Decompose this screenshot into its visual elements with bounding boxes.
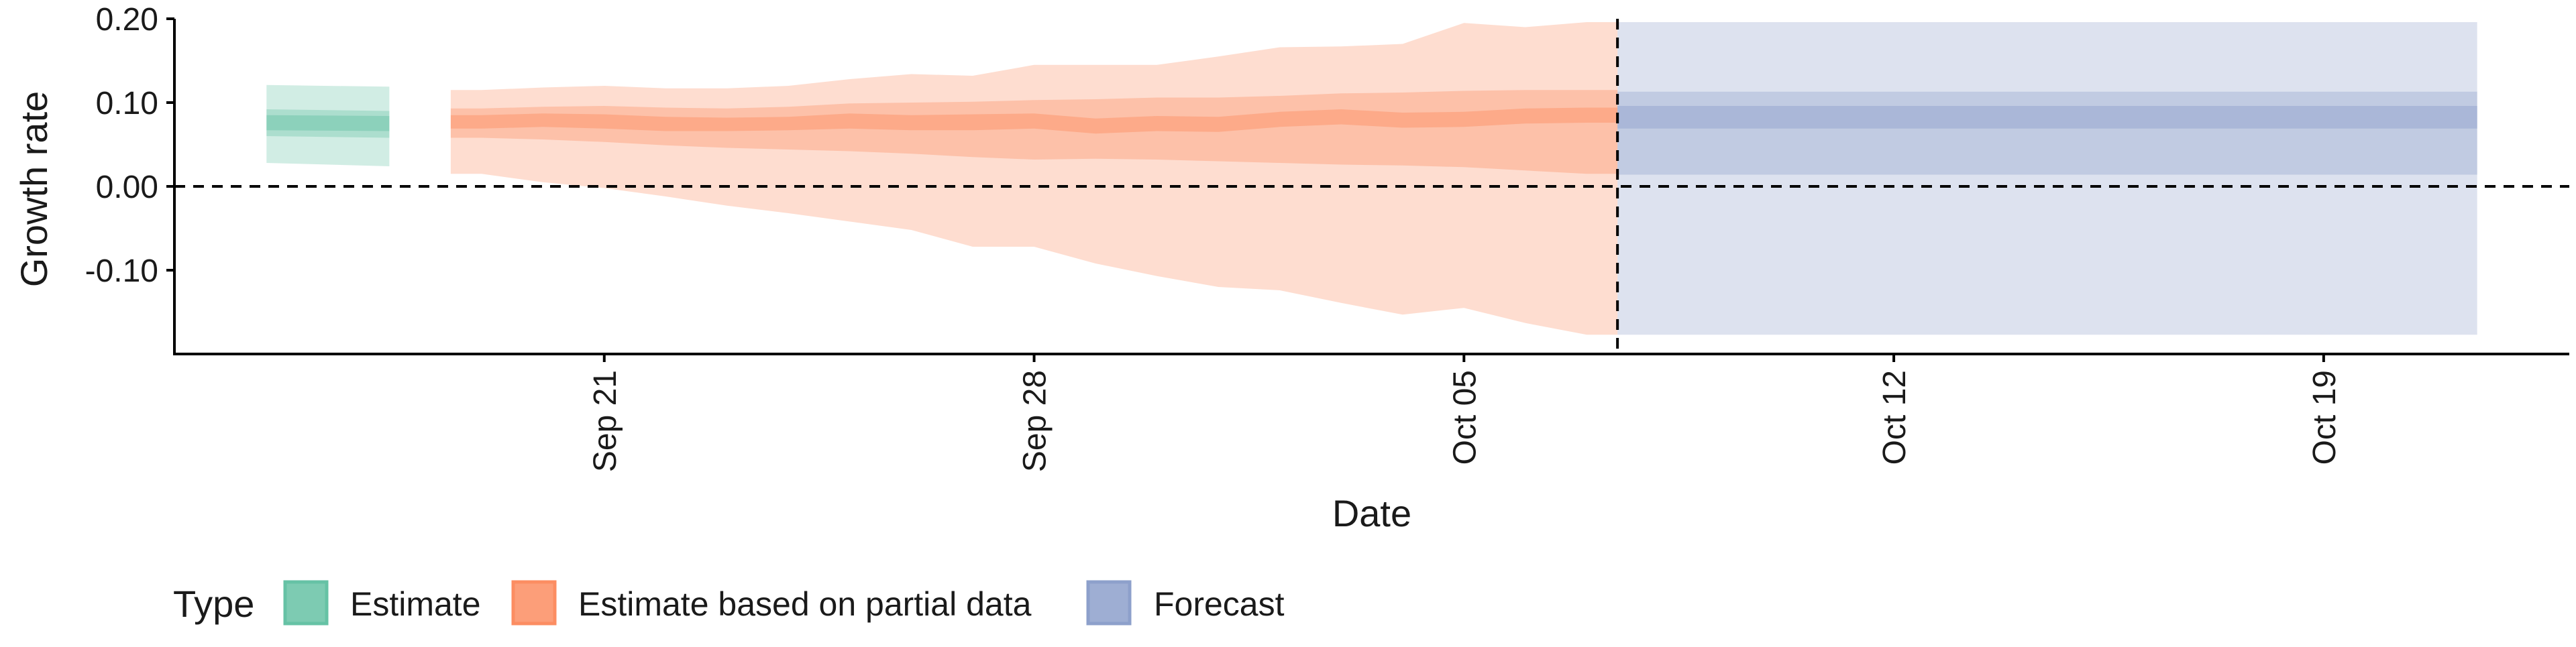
forecast-band-50 [1617, 91, 2477, 175]
legend-label-forecast: Forecast [1154, 585, 1285, 623]
legend: Type Estimate Estimate based on partial d… [173, 580, 1285, 626]
legend-title: Type [173, 583, 254, 625]
estimate-based-on-partial-data-band-50 [450, 90, 1618, 174]
x-tick-label: Sep 21 [588, 370, 623, 472]
legend-label-estimate: Estimate [350, 585, 481, 623]
estimate-band-90 [266, 84, 390, 166]
legend-key-estimate-based-on-partial-data [511, 580, 557, 626]
x-tick-label: Oct 12 [1877, 370, 1913, 465]
y-tick-label: 0.00 [96, 170, 158, 205]
forecast-band-20 [1617, 106, 2477, 129]
legend-label-estimate-based-on-partial-data: Estimate based on partial data [578, 585, 1032, 623]
x-tick-label: Oct 19 [2307, 370, 2343, 465]
y-axis-title: Growth rate [13, 91, 55, 288]
x-axis-title: Date [1332, 492, 1411, 534]
estimate-band-20 [266, 115, 390, 131]
legend-key-forecast [1086, 580, 1132, 626]
legend-key-estimate [283, 580, 329, 626]
y-tick-label: -0.10 [85, 253, 158, 289]
forecast-band-90 [1617, 22, 2477, 335]
x-tick-label: Sep 28 [1018, 370, 1053, 472]
estimate-band-50 [266, 109, 390, 138]
bands-layer [266, 22, 2477, 335]
x-tick-label: Oct 05 [1447, 370, 1483, 465]
estimate-based-on-partial-data-band-20 [450, 107, 1618, 134]
estimate-based-on-partial-data-band-90 [450, 22, 1618, 335]
y-tick-label: 0.10 [96, 86, 158, 121]
reference-lines [174, 19, 2569, 354]
y-tick-label: 0.20 [96, 2, 158, 38]
axes: 0.20 0.10 0.00 -0.10 Sep 21 Sep 28 Oct 05 Oct 1… [85, 2, 2569, 472]
